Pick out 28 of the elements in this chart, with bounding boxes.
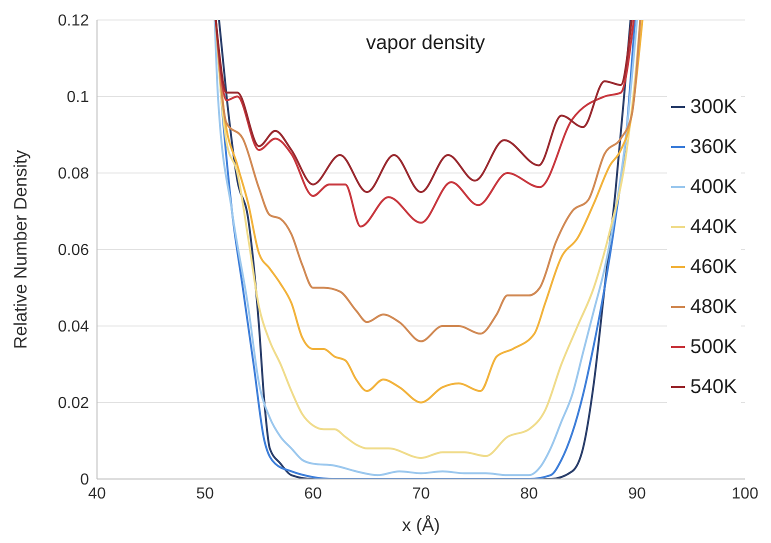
x-tick-label: 80: [520, 485, 538, 502]
y-tick-label: 0.1: [66, 89, 90, 106]
y-tick-label: 0.04: [58, 318, 90, 336]
x-tick-label: 70: [412, 485, 430, 502]
x-tick-label: 100: [732, 485, 758, 502]
x-tick-label: 90: [628, 485, 646, 502]
text: vapor density: [365, 32, 486, 55]
legend-label: 440K: [690, 216, 737, 238]
y-tick-label: 0.02: [58, 395, 90, 412]
legend-label: 480K: [690, 296, 737, 318]
x-tick-label: 60: [304, 485, 322, 502]
line-series: [214, 20, 633, 194]
legend-label: 540K: [690, 376, 737, 398]
y-axis-title: Relative Number Density: [10, 150, 30, 350]
legend-label: 400K: [690, 176, 737, 198]
legend-label: 460K: [690, 256, 737, 278]
x-tick-label: 50: [196, 485, 214, 502]
x-tick-label: 40: [88, 485, 106, 502]
line-series: [214, 20, 635, 228]
line-series: [214, 20, 642, 342]
y-tick-label: 0.06: [58, 242, 90, 260]
y-tick-label: 0.08: [58, 166, 90, 183]
legend-label: 500K: [690, 336, 737, 358]
legend-label: 360K: [690, 136, 737, 158]
x-axis-title: x (Å): [402, 515, 440, 535]
y-tick-label: 0.12: [58, 12, 90, 30]
legend-label: 300K: [690, 96, 737, 118]
y-tick-label: 0: [80, 472, 90, 489]
